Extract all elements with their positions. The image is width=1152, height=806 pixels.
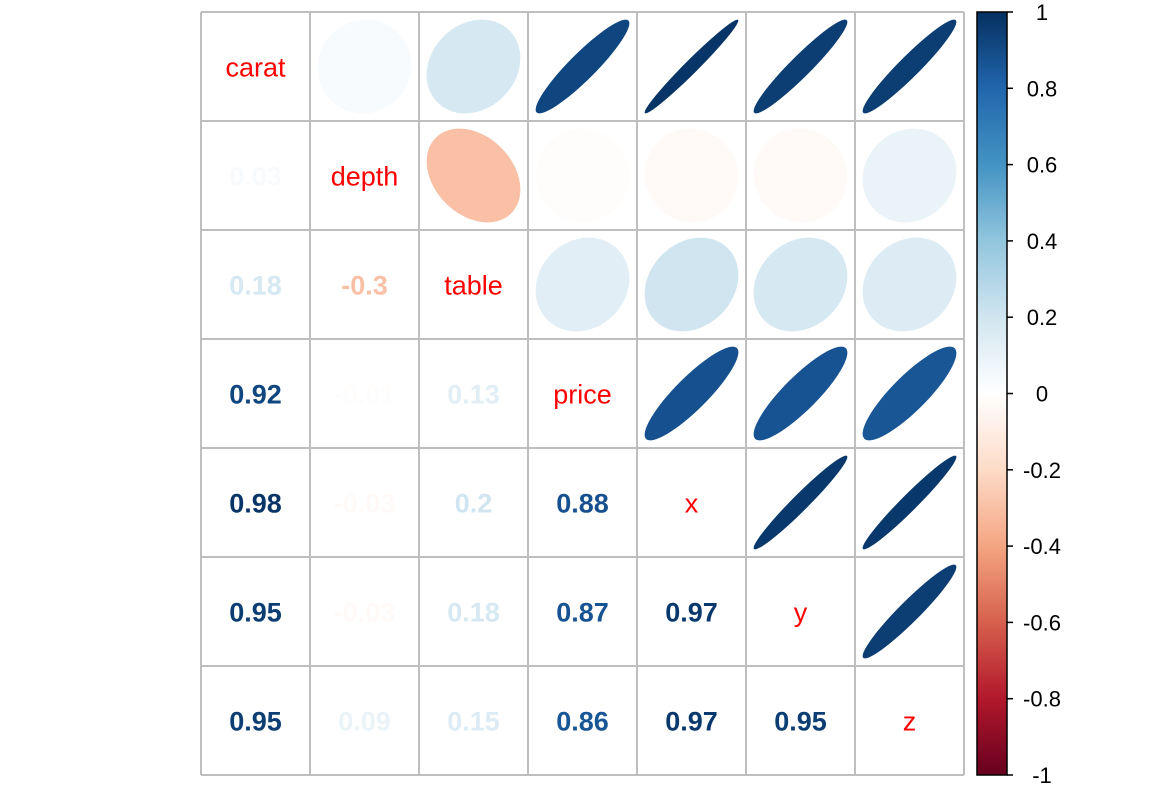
coefficient-label: 0.13 (447, 380, 500, 410)
correlation-ellipse (535, 237, 630, 332)
coefficient-label: 0.18 (447, 598, 500, 628)
coefficient-label: 0.95 (229, 707, 282, 737)
correlation-ellipse (753, 455, 848, 550)
diagonal-label-x: x (685, 489, 699, 519)
coefficient-label: -0.03 (334, 598, 396, 628)
colorbar-tick-label: -0.4 (1023, 534, 1061, 559)
coefficient-label: 0.92 (229, 380, 282, 410)
colorbar-tick-label: -0.6 (1023, 610, 1061, 635)
coefficient-label: 0.18 (229, 271, 282, 301)
colorbar-tick-label: 0.2 (1027, 305, 1058, 330)
colorbar-tick-label: 0 (1036, 382, 1048, 407)
coefficient-label: -0.3 (341, 271, 388, 301)
colorbar-tick-label: 0.4 (1027, 229, 1058, 254)
correlation-ellipse (644, 128, 739, 223)
correlation-ellipse (862, 128, 957, 223)
coefficient-label: 0.87 (556, 598, 609, 628)
diagonal-label-price: price (553, 380, 612, 410)
coefficient-label: 0.88 (556, 489, 609, 519)
correlation-ellipse (426, 128, 521, 223)
diagonal-label-depth: depth (331, 162, 399, 192)
colorbar-tick-label: -1 (1032, 763, 1052, 788)
diagonal-label-carat: carat (225, 53, 286, 83)
correlation-ellipse (862, 19, 957, 114)
correlation-ellipse (753, 346, 848, 441)
colorbar: 1 0.8 0.6 0.4 0.2 0 -0.2 -0.4 -0.6 -0.8 -1 (976, 0, 1061, 788)
coefficient-label: -0.01 (334, 380, 396, 410)
correlation-ellipse (535, 128, 630, 223)
colorbar-tick-label: 0.6 (1027, 153, 1058, 178)
coefficient-label: 0.98 (229, 489, 282, 519)
colorbar-tick-label: -0.2 (1023, 458, 1061, 483)
correlation-ellipse (644, 237, 739, 332)
correlation-ellipse (644, 19, 739, 114)
coefficient-label: 0.15 (447, 707, 500, 737)
coefficient-label: -0.03 (334, 489, 396, 519)
coefficient-label: 0.97 (665, 707, 718, 737)
correlation-ellipse (753, 237, 848, 332)
colorbar-tick-label: 0.8 (1027, 76, 1058, 101)
correlation-ellipse (753, 128, 848, 223)
correlation-ellipse (644, 346, 739, 441)
diagonal-label-z: z (903, 707, 917, 737)
colorbar-tick-label: 1 (1036, 0, 1048, 25)
coefficient-label: 0.97 (665, 598, 718, 628)
coefficient-label: 0.95 (774, 707, 827, 737)
coefficient-label: 0.09 (338, 707, 391, 737)
colorbar-gradient (976, 11, 1008, 776)
coefficient-label: 0.03 (229, 162, 282, 192)
correlation-ellipse (753, 19, 848, 114)
diagonal-label-table: table (444, 271, 503, 301)
grid-lines (200, 11, 965, 776)
correlation-ellipse (862, 564, 957, 659)
diagonal-label-y: y (794, 598, 808, 628)
colorbar-tick-label: -0.8 (1023, 687, 1061, 712)
correlation-ellipse (862, 455, 957, 550)
correlation-ellipse (862, 346, 957, 441)
correlation-ellipse (317, 19, 412, 114)
correlation-cells: carat 0.03 depth 0.18 -0.3 table 0.92 -0.01 0.13… (225, 19, 957, 737)
coefficient-label: 0.95 (229, 598, 282, 628)
coefficient-label: 0.2 (455, 489, 493, 519)
coefficient-label: 0.86 (556, 707, 609, 737)
correlation-ellipse (535, 19, 630, 114)
correlation-ellipse (426, 19, 521, 114)
correlation-ellipse (862, 237, 957, 332)
